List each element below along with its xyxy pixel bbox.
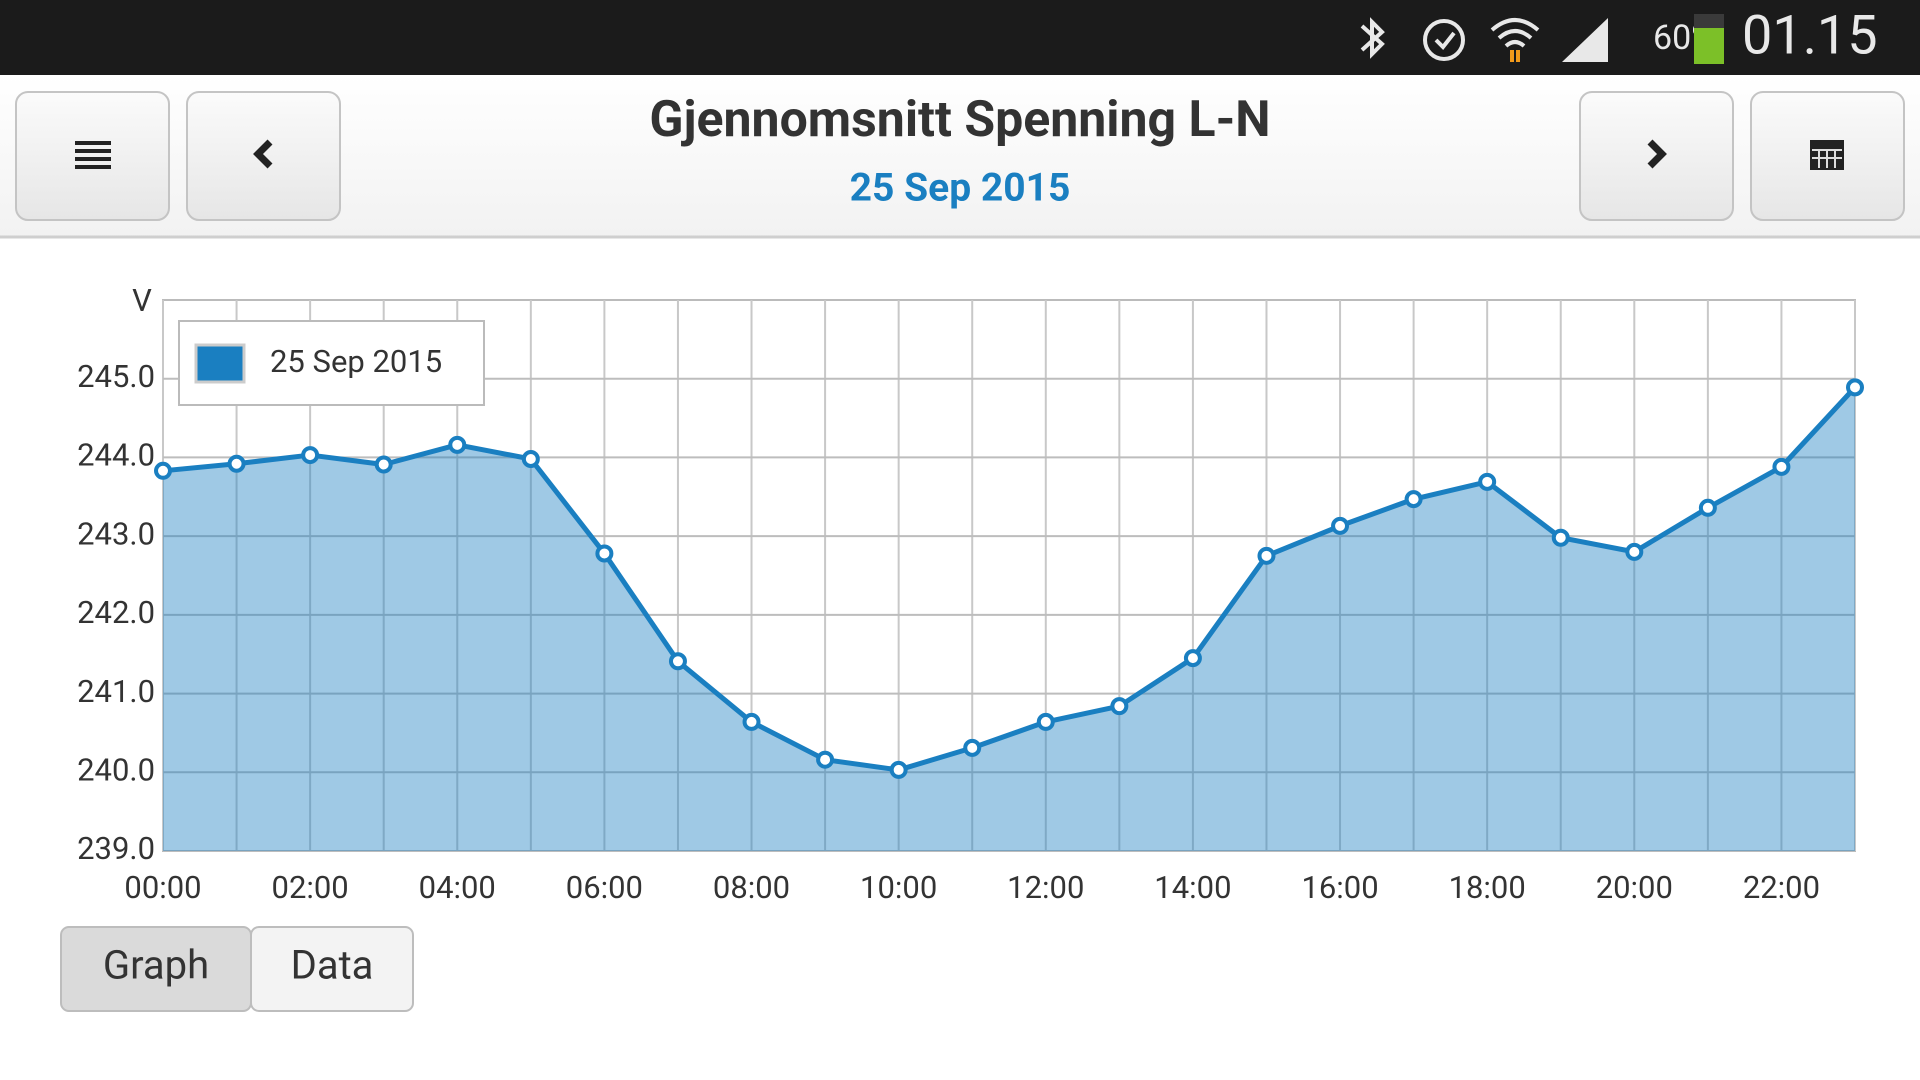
clock: 01.15 bbox=[1742, 4, 1878, 67]
x-tick-label: 08:00 bbox=[713, 869, 790, 906]
point bbox=[816, 750, 835, 769]
page-title: Gjennomsnitt Spenning L-N bbox=[649, 91, 1270, 149]
tab-label[interactable]: Data bbox=[291, 942, 374, 989]
tab-data[interactable] bbox=[250, 926, 414, 1012]
point bbox=[1772, 457, 1791, 476]
point bbox=[595, 544, 614, 563]
x-tick-label: 16:00 bbox=[1301, 869, 1378, 906]
view-tabs: Graph Data bbox=[60, 926, 414, 1012]
calendar-grid bbox=[1812, 149, 1842, 168]
legend-swatch bbox=[194, 343, 246, 384]
page-subtitle: 25 Sep 2015 bbox=[850, 164, 1071, 210]
y-tick-label: 243.0 bbox=[77, 515, 155, 552]
y-tick-label: 245.0 bbox=[77, 358, 155, 395]
legend-label: 25 Sep 2015 bbox=[270, 343, 442, 380]
line bbox=[162, 385, 1857, 773]
point bbox=[227, 454, 246, 473]
x-tick-label: 22:00 bbox=[1743, 869, 1820, 906]
x-tick-label: 12:00 bbox=[1007, 869, 1084, 906]
status-icons bbox=[1360, 17, 1540, 61]
x-tick-label: 06:00 bbox=[566, 869, 643, 906]
x-tick-label: 14:00 bbox=[1154, 869, 1231, 906]
menu-icon bbox=[75, 141, 111, 169]
point bbox=[1110, 697, 1129, 716]
x-tick-label: 00:00 bbox=[124, 869, 201, 906]
point bbox=[963, 738, 982, 757]
button-bg[interactable] bbox=[15, 91, 170, 221]
chart: 00:00 02:00 04:00 06:00 08:00 10:00 12:00 14:00… bbox=[77, 299, 1864, 906]
signal-icon bbox=[1562, 18, 1608, 62]
point bbox=[742, 712, 761, 731]
point bbox=[301, 446, 320, 465]
point bbox=[374, 455, 393, 474]
tab-label[interactable]: Graph bbox=[103, 942, 209, 989]
back-button[interactable] bbox=[186, 91, 341, 221]
point bbox=[1036, 712, 1055, 731]
next-icon bbox=[1647, 139, 1667, 169]
point bbox=[448, 435, 467, 454]
point bbox=[1331, 516, 1350, 535]
x-tick-label: 18:00 bbox=[1449, 869, 1526, 906]
point bbox=[889, 760, 908, 779]
x-tick-label: 10:00 bbox=[860, 869, 937, 906]
x-tick-label: 04:00 bbox=[419, 869, 496, 906]
x-tick-label: 02:00 bbox=[272, 869, 349, 906]
battery-level bbox=[1694, 28, 1724, 64]
point bbox=[1846, 378, 1864, 397]
calendar-button[interactable] bbox=[1750, 91, 1905, 221]
point bbox=[1625, 542, 1644, 561]
point bbox=[1183, 649, 1202, 668]
menu-button[interactable] bbox=[15, 91, 170, 221]
y-tick-label: 244.0 bbox=[77, 437, 155, 474]
x-tick-label: 20:00 bbox=[1596, 869, 1673, 906]
next-button[interactable] bbox=[1579, 91, 1734, 221]
back-icon bbox=[253, 139, 273, 169]
status-bar bbox=[0, 0, 1920, 75]
point bbox=[1698, 498, 1717, 517]
point bbox=[154, 461, 172, 480]
wifi-arrows bbox=[1510, 50, 1520, 62]
y-tick-label: 241.0 bbox=[77, 673, 155, 710]
y-axis-unit: V bbox=[132, 282, 152, 319]
y-tick-label: 242.0 bbox=[77, 594, 155, 631]
point bbox=[1404, 490, 1423, 509]
y-tick-label: 239.0 bbox=[77, 830, 155, 867]
point bbox=[1478, 472, 1497, 491]
point bbox=[521, 450, 540, 469]
point bbox=[1551, 528, 1570, 547]
area-fill bbox=[163, 387, 1855, 851]
y-tick-label: 240.0 bbox=[77, 751, 155, 788]
point bbox=[1257, 546, 1276, 565]
point bbox=[668, 652, 687, 671]
